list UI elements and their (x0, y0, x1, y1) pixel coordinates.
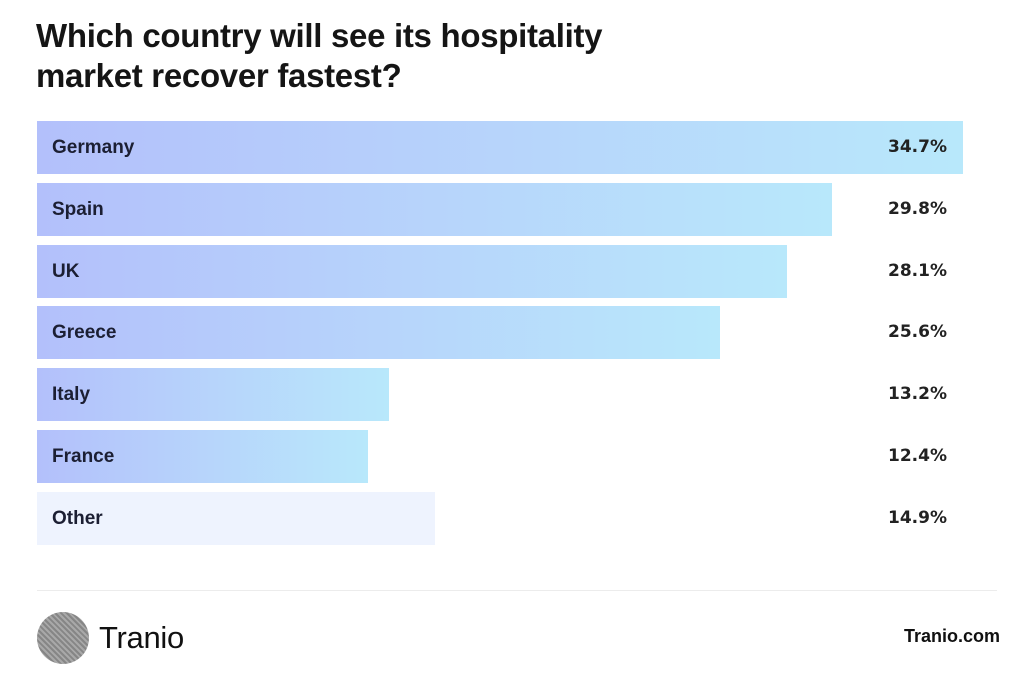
tranio-logo-icon (37, 612, 89, 664)
bar-value: 14.9% (888, 508, 947, 528)
title-line-2: market recover fastest? (36, 57, 402, 94)
site-url: Tranio.com (903, 626, 1000, 646)
bar-label: Germany (52, 137, 135, 158)
bar-row: France 12.4% (37, 430, 997, 483)
bar-row: Spain 29.8% (37, 183, 997, 236)
title-line-1: Which country will see its hospitality (36, 17, 603, 54)
bar-label: Greece (52, 322, 117, 343)
footer-divider (37, 590, 997, 591)
bar-row: UK 28.1% (37, 245, 997, 298)
bar (37, 368, 389, 421)
bar-row: Greece 25.6% (37, 306, 997, 359)
bar-label: France (52, 446, 115, 467)
brand-name: Tranio (99, 620, 184, 655)
bar-label: Spain (52, 199, 104, 220)
bar (37, 245, 787, 298)
bar (37, 492, 435, 545)
bar-label: Other (52, 508, 103, 529)
bar-value: 13.2% (888, 384, 947, 404)
bar (37, 121, 963, 174)
bar-row: Other 14.9% (37, 492, 997, 545)
bar (37, 306, 720, 359)
bar-value: 29.8% (888, 199, 947, 219)
bar (37, 430, 368, 483)
bar-value: 12.4% (888, 446, 947, 466)
bar-row: Italy 13.2% (37, 368, 997, 421)
bar-row: Germany 34.7% (37, 121, 997, 174)
bar-value: 28.1% (888, 261, 947, 281)
bar-label: Italy (52, 384, 91, 405)
bar (37, 183, 832, 236)
brand-logo: Tranio (37, 612, 184, 664)
bar-value: 34.7% (888, 137, 947, 157)
bar-label: UK (52, 261, 80, 282)
chart-title: Which country will see its hospitality m… (36, 16, 736, 96)
bar-value: 25.6% (888, 322, 947, 342)
